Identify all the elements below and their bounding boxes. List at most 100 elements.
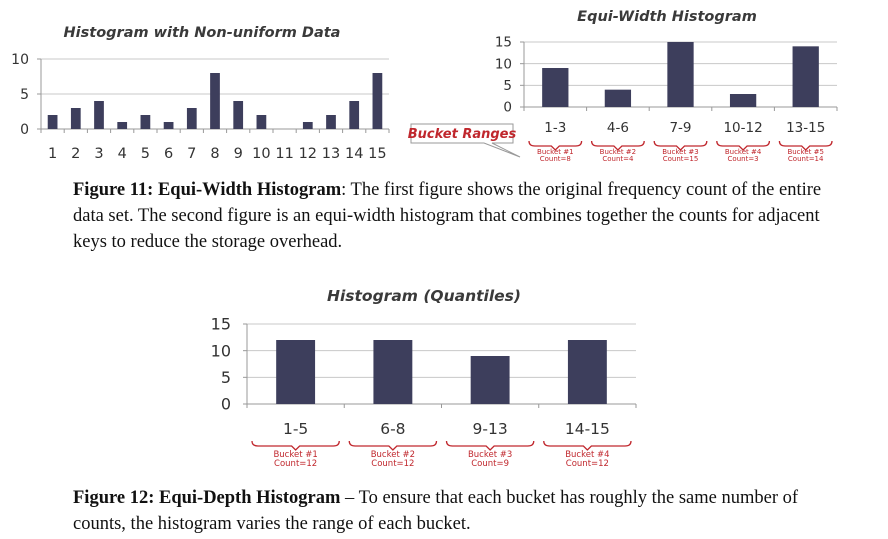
bucket-count: Count=12 — [371, 459, 414, 469]
x-tick-label: 6-8 — [380, 420, 405, 438]
bucket-brace — [778, 140, 833, 151]
x-tick-label: 5 — [141, 146, 150, 162]
bucket-name: Bucket #5 — [787, 148, 824, 156]
x-tick-label: 6 — [164, 146, 173, 162]
x-tick-label: 1-5 — [283, 420, 308, 438]
x-tick-label: 3 — [94, 146, 103, 162]
bucket-brace — [543, 440, 632, 451]
y-tick-label: 5 — [20, 87, 29, 103]
x-tick-label: 7 — [187, 146, 196, 162]
bar — [542, 68, 569, 107]
chart3-y-ticks: 0 5 10 15 — [211, 315, 231, 414]
bucket-name: Bucket #2 — [371, 450, 415, 460]
bar — [567, 340, 607, 404]
chart3-title: Histogram (Quantiles) — [327, 287, 521, 305]
bucket-brace — [590, 140, 645, 151]
chart2-x-ticks: 1-3 4-6 7-9 10-12 13-15 — [544, 120, 825, 136]
bar — [349, 101, 360, 129]
bucket-count: Count=15 — [663, 155, 699, 163]
bucket-ranges-callout: Bucket Ranges — [408, 123, 521, 158]
figure-12-text: – To ensure that each bucket has roughly… — [73, 488, 799, 534]
bar — [94, 101, 104, 129]
bucket-name: Bucket #3 — [662, 148, 699, 156]
chart3-x-ticks: 1-5 6-8 9-13 14-15 — [283, 420, 610, 438]
bucket-name: Bucket #2 — [600, 148, 637, 156]
bar — [792, 46, 819, 107]
x-tick-label: 15 — [368, 146, 386, 162]
x-tick-label: 14-15 — [565, 420, 610, 438]
callout-label: Bucket Ranges — [408, 127, 517, 142]
y-tick-label: 10 — [211, 341, 231, 360]
chart1-y-ticks: 0 5 10 — [11, 52, 29, 138]
x-tick-label: 4 — [118, 146, 127, 162]
bucket-name: Bucket #3 — [468, 450, 512, 460]
bucket-count: Count=12 — [274, 459, 317, 469]
bucket-brace — [251, 440, 340, 451]
bucket-count: Count=12 — [566, 459, 609, 469]
bucket-count: Count=4 — [602, 155, 634, 163]
x-tick-label: 10 — [252, 146, 270, 162]
figure-11-text: : The first figure shows the original fr… — [73, 180, 822, 252]
y-tick-label: 15 — [211, 315, 231, 334]
x-tick-label: 9 — [234, 146, 243, 162]
chart3-bars — [276, 340, 607, 404]
callout-shape — [410, 123, 521, 158]
bucket-name: Bucket #1 — [273, 450, 317, 460]
x-tick-label: 13 — [322, 146, 340, 162]
bar — [667, 42, 694, 107]
bar — [302, 122, 313, 129]
y-tick-label: 5 — [221, 368, 231, 387]
x-tick-label: 9-13 — [473, 420, 508, 438]
bucket-count: Count=14 — [788, 155, 824, 163]
chart2-title: Equi-Width Histogram — [577, 9, 757, 25]
bucket-brace — [528, 140, 583, 151]
bucket-count: Count=3 — [728, 155, 759, 163]
y-tick-label: 5 — [503, 78, 512, 94]
y-tick-label: 10 — [11, 52, 29, 68]
x-tick-label: 12 — [299, 146, 317, 162]
chart2-bars — [542, 42, 819, 107]
y-tick-label: 0 — [221, 395, 231, 414]
bar — [70, 108, 81, 129]
chart1-title: Histogram with Non-uniform Data — [64, 25, 341, 41]
figure-12-label: Figure 12: Equi-Depth Histogram — [73, 488, 341, 508]
bucket-brace — [716, 140, 771, 151]
chart1-bars — [47, 73, 383, 129]
bar — [47, 115, 58, 129]
x-tick-label: 1 — [48, 146, 57, 162]
chart2-y-ticks: 0 5 10 15 — [495, 35, 512, 116]
bar — [276, 340, 316, 404]
x-tick-label: 14 — [345, 146, 363, 162]
y-tick-label: 10 — [495, 56, 512, 72]
x-tick-label: 11 — [275, 146, 293, 162]
bucket-name: Bucket #4 — [565, 450, 609, 460]
chart1-x-ticks: 1 2 3 4 5 6 7 8 9 10 11 12 13 14 15 — [48, 146, 387, 162]
bucket-brace — [348, 440, 438, 451]
x-tick-label: 2 — [71, 146, 80, 162]
figure-11-label: Figure 11: Equi-Width Histogram — [73, 180, 342, 200]
figure-12-caption: Figure 12: Equi-Depth Histogram – To ens… — [73, 485, 853, 537]
bucket-count: Count=9 — [471, 459, 509, 469]
bar — [372, 73, 383, 129]
bucket-brace — [445, 440, 535, 451]
bucket-name: Bucket #1 — [537, 148, 574, 156]
x-tick-label: 1-3 — [544, 120, 566, 136]
y-tick-label: 0 — [20, 122, 29, 138]
x-tick-label: 7-9 — [669, 120, 691, 136]
bar — [186, 108, 197, 129]
bar — [604, 89, 632, 107]
bar — [117, 122, 128, 129]
bar — [233, 101, 244, 129]
bar — [210, 73, 220, 129]
bar — [373, 340, 413, 404]
bar — [256, 115, 267, 129]
x-tick-label: 10-12 — [723, 120, 762, 136]
bar — [470, 356, 510, 404]
y-tick-label: 0 — [503, 100, 512, 116]
bar — [163, 122, 174, 129]
y-tick-label: 15 — [495, 35, 512, 51]
